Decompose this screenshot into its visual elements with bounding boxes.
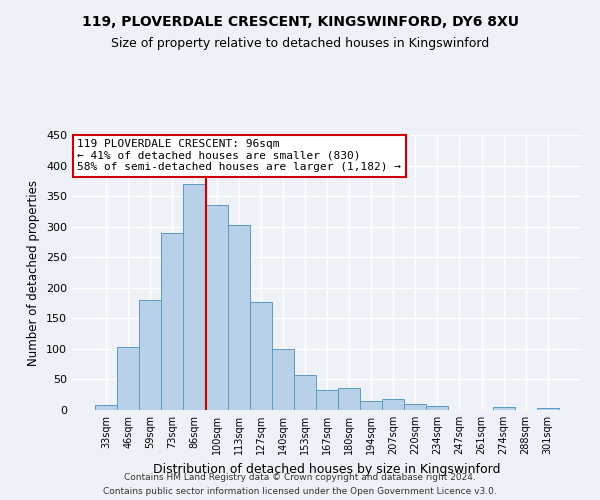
Bar (493, 407, 515, 410)
Bar (427, 406, 448, 410)
Bar (382, 399, 404, 410)
Text: Contains HM Land Registry data © Crown copyright and database right 2024.: Contains HM Land Registry data © Crown c… (124, 472, 476, 482)
Bar (537, 408, 559, 410)
Bar (117, 347, 139, 410)
Bar (338, 388, 360, 410)
Text: Contains public sector information licensed under the Open Government Licence v3: Contains public sector information licen… (103, 488, 497, 496)
Bar (250, 302, 272, 410)
Text: 119, PLOVERDALE CRESCENT, KINGSWINFORD, DY6 8XU: 119, PLOVERDALE CRESCENT, KINGSWINFORD, … (82, 15, 518, 29)
Text: 119 PLOVERDALE CRESCENT: 96sqm
← 41% of detached houses are smaller (830)
58% of: 119 PLOVERDALE CRESCENT: 96sqm ← 41% of … (77, 139, 401, 172)
Bar (316, 390, 338, 410)
Y-axis label: Number of detached properties: Number of detached properties (28, 180, 40, 366)
X-axis label: Distribution of detached houses by size in Kingswinford: Distribution of detached houses by size … (153, 462, 501, 475)
Bar (360, 401, 382, 410)
Bar (404, 404, 427, 410)
Text: Size of property relative to detached houses in Kingswinford: Size of property relative to detached ho… (111, 38, 489, 51)
Bar (95, 404, 117, 410)
Bar (184, 184, 206, 410)
Bar (227, 225, 250, 410)
Bar (206, 206, 227, 410)
Bar (139, 300, 161, 410)
Bar (272, 349, 294, 410)
Bar (294, 374, 316, 410)
Bar (161, 233, 184, 410)
